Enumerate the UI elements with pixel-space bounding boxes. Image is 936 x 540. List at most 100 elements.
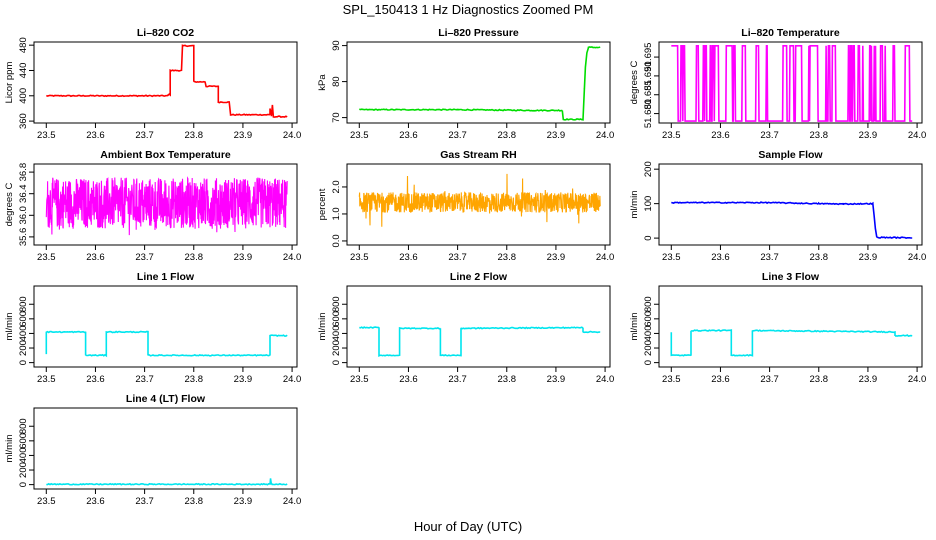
y-axis-label: kPa xyxy=(317,74,328,91)
panel-line3-flow: Line 3 Flow 23.5 23.6 23.7 23.8 23.9 24.0 0 2004… xyxy=(629,271,926,385)
x-tick-label: 23.9 xyxy=(859,130,878,141)
panel-title: Sample Flow xyxy=(758,149,823,161)
series-group xyxy=(359,46,601,121)
panel-title: Ambient Box Temperature xyxy=(100,149,231,161)
x-tick-label: 23.5 xyxy=(350,130,369,141)
x-tick-label: 24.0 xyxy=(283,496,302,507)
panel-title: Gas Stream RH xyxy=(440,149,516,161)
panel-line2-flow: Line 2 Flow 23.5 23.6 23.7 23.8 23.9 24.0 0 2004… xyxy=(317,271,614,385)
panel-title: Line 3 Flow xyxy=(762,271,820,283)
series-group xyxy=(670,329,913,357)
y-tick-label: 0 xyxy=(643,360,654,365)
data-line xyxy=(359,326,601,357)
x-tick-label: 23.6 xyxy=(711,252,730,263)
x-tick-label: 23.8 xyxy=(185,130,204,141)
y-tick-label: 80 xyxy=(331,76,342,87)
y-tick-label: 400 xyxy=(18,326,29,342)
x-tick-label: 23.9 xyxy=(547,252,566,263)
y-axis-label: ml/min xyxy=(629,313,640,341)
series-group xyxy=(671,45,913,122)
y-tick-label: 200 xyxy=(643,340,654,356)
panel-title: Line 4 (LT) Flow xyxy=(126,393,206,405)
y-axis-label: degrees C xyxy=(4,182,15,226)
x-tick-label: 23.8 xyxy=(498,130,517,141)
x-tick-label: 23.8 xyxy=(185,252,204,263)
y-tick-label: 90 xyxy=(331,40,342,51)
panels: Li–820 CO2 23.5 23.6 23.7 23.8 23.9 24.0 360 400… xyxy=(4,27,926,507)
y-axis-label: degrees C xyxy=(629,60,640,104)
x-tick-label: 23.7 xyxy=(448,374,467,385)
x-tick-label: 23.8 xyxy=(498,374,517,385)
y-tick-label: 440 xyxy=(18,63,29,79)
y-axis-label: ml/min xyxy=(4,313,15,341)
y-tick-label: 600 xyxy=(18,311,29,327)
x-tick-label: 23.5 xyxy=(37,130,56,141)
panel-sample-flow: Sample Flow 23.5 23.6 23.7 23.8 23.9 24.0 0 100 2… xyxy=(629,149,926,263)
y-tick-label: 51.690 xyxy=(643,61,654,90)
y-tick-label: 35.6 xyxy=(18,228,29,247)
x-tick-label: 24.0 xyxy=(596,374,615,385)
y-tick-label: 0 xyxy=(18,360,29,365)
series-group xyxy=(46,478,288,486)
y-tick-label: 0.0 xyxy=(331,234,342,247)
x-tick-label: 23.8 xyxy=(498,252,517,263)
x-tick-label: 23.9 xyxy=(234,130,253,141)
plot-frame xyxy=(658,163,923,246)
y-tick-label: 36.0 xyxy=(18,206,29,225)
x-tick-label: 23.5 xyxy=(37,496,56,507)
x-tick-label: 24.0 xyxy=(283,130,302,141)
x-tick-label: 23.6 xyxy=(399,374,418,385)
x-tick-label: 23.9 xyxy=(859,252,878,263)
y-tick-label: 800 xyxy=(643,296,654,312)
x-tick-label: 23.9 xyxy=(234,374,253,385)
panel-line1-flow: Line 1 Flow 23.5 23.6 23.7 23.8 23.9 24.0 0 2004… xyxy=(4,271,301,385)
y-tick-label: 100 xyxy=(643,196,654,212)
y-tick-label: 2.0 xyxy=(331,180,342,193)
x-tick-label: 23.7 xyxy=(448,130,467,141)
y-tick-label: 0 xyxy=(331,360,342,365)
y-axis-label: ml/min xyxy=(4,435,15,463)
x-tick-label: 23.6 xyxy=(711,374,730,385)
panel-co2: Li–820 CO2 23.5 23.6 23.7 23.8 23.9 24.0 360 400… xyxy=(4,27,301,141)
x-tick-label: 23.6 xyxy=(399,130,418,141)
plot-frame xyxy=(33,41,298,124)
plot-frame xyxy=(658,285,923,368)
series-group xyxy=(45,176,288,236)
panel-licor-temp: Li–820 Temperature 23.5 23.6 23.7 23.8 23.9 24… xyxy=(629,27,926,141)
data-line xyxy=(359,46,601,121)
y-tick-label: 0 xyxy=(18,482,29,487)
data-line xyxy=(670,329,913,357)
y-tick-label: 0 xyxy=(643,235,654,240)
plot-frame xyxy=(346,163,611,246)
x-tick-label: 23.5 xyxy=(350,252,369,263)
series-group xyxy=(359,326,601,357)
y-tick-label: 70 xyxy=(331,112,342,123)
x-tick-label: 23.7 xyxy=(760,252,779,263)
x-tick-label: 23.8 xyxy=(810,252,829,263)
x-tick-label: 23.9 xyxy=(859,374,878,385)
panel-title: Li–820 CO2 xyxy=(137,27,194,39)
panel-rh: Gas Stream RH 23.5 23.6 23.7 23.8 23.9 24.0 0.0… xyxy=(317,149,614,263)
x-tick-label: 23.6 xyxy=(711,130,730,141)
x-tick-label: 24.0 xyxy=(596,130,615,141)
y-tick-label: 1.0 xyxy=(331,207,342,220)
y-tick-label: 51.680 xyxy=(643,99,654,128)
data-line xyxy=(45,176,288,236)
y-tick-label: 600 xyxy=(331,311,342,327)
x-tick-label: 24.0 xyxy=(283,252,302,263)
x-tick-label: 23.7 xyxy=(135,130,154,141)
y-tick-label: 200 xyxy=(18,340,29,356)
y-tick-label: 200 xyxy=(331,340,342,356)
x-tick-label: 23.6 xyxy=(86,374,105,385)
x-tick-label: 23.8 xyxy=(185,496,204,507)
x-tick-label: 23.9 xyxy=(234,496,253,507)
x-tick-label: 23.5 xyxy=(662,252,681,263)
series-group xyxy=(358,173,601,227)
x-tick-label: 23.7 xyxy=(135,496,154,507)
x-tick-label: 23.5 xyxy=(37,252,56,263)
y-tick-label: 480 xyxy=(18,37,29,53)
x-tick-label: 23.6 xyxy=(86,252,105,263)
data-line xyxy=(671,45,913,122)
y-axis-label: ml/min xyxy=(317,313,328,341)
panel-ambient-temp: Ambient Box Temperature 23.5 23.6 23.7 23.8 2… xyxy=(4,149,301,263)
